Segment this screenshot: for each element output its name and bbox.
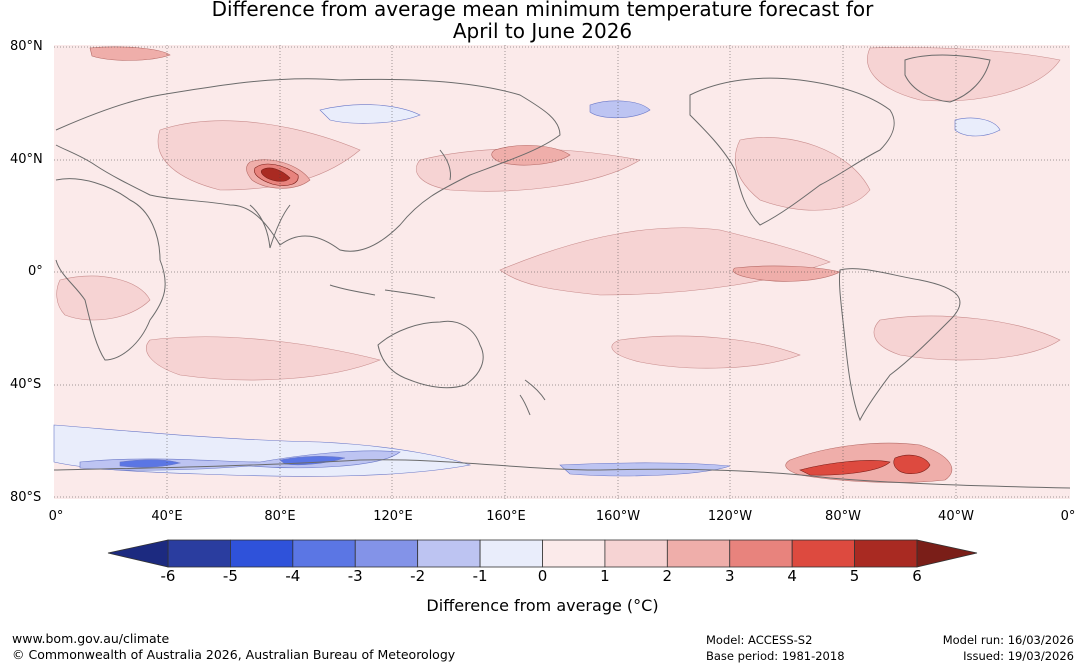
colour-bar-tick-label: -2 (410, 567, 426, 585)
anomaly-indian-ocean (56, 275, 151, 321)
coast-india (249, 204, 291, 249)
map-title-line-1: Difference from average mean minimum tem… (211, 0, 874, 21)
lon-label-40w: 40°W (938, 509, 974, 524)
lon-label-80w: 80°W (825, 509, 861, 524)
coast-new-zealand (519, 379, 546, 416)
lat-label-equator: 0° (28, 264, 43, 279)
lon-label-160w: 160°W (595, 509, 641, 524)
cool-antarctic-core-2 (279, 456, 346, 466)
colour-bar-segment (854, 539, 918, 568)
colour-bar-segment (791, 539, 855, 568)
coast-indonesia (329, 284, 436, 299)
colour-bar-tick-label: -6 (160, 567, 176, 585)
coast-japan (439, 149, 451, 181)
colour-bar-tick-label: -3 (347, 567, 363, 585)
coast-south-america (838, 268, 961, 422)
footer-url[interactable]: www.bom.gov.au/climate (12, 631, 170, 646)
colour-bar-tick-label: 0 (537, 567, 548, 585)
colour-bar-title: Difference from average (°C) (426, 596, 659, 615)
colour-bar-high-extend (916, 539, 978, 568)
colour-bar-low-extend (107, 539, 169, 568)
anomaly-arctic-greenland (867, 47, 1061, 102)
colour-bar-segment (167, 539, 231, 568)
cool-north-atlantic (954, 117, 1001, 137)
footer-model: Model: ACCESS-S2 (706, 633, 813, 647)
coast-antarctica (53, 459, 1071, 489)
cool-arctic-ne (319, 104, 421, 124)
colour-bar-tick-label: 1 (600, 567, 610, 585)
cool-bering (589, 100, 651, 119)
colour-bar-segment (666, 539, 731, 568)
colour-bar-segment (417, 539, 481, 568)
colour-bar-segment (230, 539, 294, 568)
colour-bar-tick-label: 2 (662, 567, 673, 585)
anomaly-arctic-west (89, 46, 171, 61)
coast-north-america (689, 77, 895, 226)
anomaly-north-america (734, 137, 871, 211)
lat-label-40s: 40°S (10, 377, 42, 392)
lon-label-160e: 160°E (486, 509, 526, 524)
colour-bar-tick-label: -4 (285, 567, 301, 585)
map-title-line-2: April to June 2026 (452, 19, 633, 43)
cool-anomaly-regions (53, 100, 1001, 477)
colour-bar-tick-label: -5 (222, 567, 238, 585)
colour-bar-segment (542, 539, 606, 568)
footer-model-run: Model run: 16/03/2026 (942, 633, 1074, 647)
hot-spot-regions (254, 163, 931, 476)
colour-bar-tick-label: 6 (912, 567, 922, 585)
colour-bar-segment (292, 539, 356, 568)
anomaly-southern-ocean (145, 336, 381, 381)
colour-bar-segment (729, 539, 793, 568)
lon-label-80e: 80°E (264, 509, 296, 524)
colour-bar-segments (167, 539, 918, 568)
colour-bar-tick-label: 4 (787, 567, 797, 585)
colour-bar-tick-label: 5 (849, 567, 860, 585)
anomaly-band-north-pacific (499, 227, 831, 296)
hot-spot-antarctic-east (893, 454, 931, 474)
coastlines (53, 54, 1071, 489)
anomaly-south-pacific (611, 335, 801, 369)
colour-bar-tick-label: -1 (472, 567, 488, 585)
anomaly-nw-pacific (491, 145, 571, 166)
footer-issued: Issued: 19/03/2026 (963, 649, 1074, 663)
lon-label-0-east: 0° (1060, 509, 1076, 524)
anomaly-east-pacific (732, 265, 841, 282)
lon-label-40e: 40°E (151, 509, 183, 524)
lon-label-0-west: 0° (48, 509, 64, 524)
colour-bar-segment (479, 539, 543, 568)
coast-australia (377, 320, 484, 389)
lat-label-80n: 80°N (10, 39, 43, 54)
colour-bar-segment (354, 539, 419, 568)
footer-copyright: © Commonwealth of Australia 2026, Austra… (12, 647, 456, 662)
anomaly-eurasia (157, 120, 361, 191)
coast-africa (55, 178, 166, 361)
coast-greenland (904, 54, 991, 103)
lat-label-80s: 80°S (10, 490, 42, 505)
lat-label-40n: 40°N (10, 152, 43, 167)
footer-base-period: Base period: 1981-2018 (706, 649, 845, 663)
lon-label-120w: 120°W (707, 509, 753, 524)
lon-label-120e: 120°E (373, 509, 413, 524)
hot-spot-tibet-inner (260, 167, 291, 182)
graticule (54, 45, 1070, 499)
colour-bar-segment (604, 539, 668, 568)
colour-bar-tick-label: 3 (724, 567, 735, 585)
coast-europe-asia (55, 78, 561, 252)
cool-antarctic-core (119, 459, 182, 468)
hot-spot-antarctic-outer (799, 460, 891, 476)
